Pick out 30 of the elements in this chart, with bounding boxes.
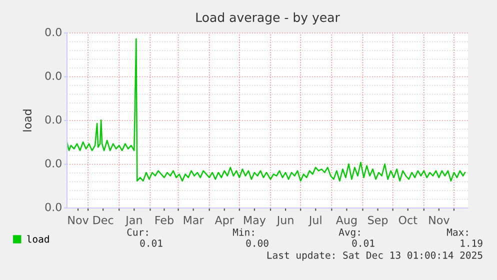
x-tick-label: Jan <box>125 216 142 226</box>
x-tick-label: Sep <box>368 216 388 226</box>
text: 0.0 <box>45 202 62 212</box>
text: 0.0 <box>45 28 62 36</box>
x-tick-label: Mar <box>184 216 204 224</box>
x-tick-label: Aug <box>336 216 357 226</box>
chart-title: Load average - by year <box>196 12 340 24</box>
x-tick-label: Feb <box>156 216 174 224</box>
text: 0.0 <box>45 115 62 124</box>
x-tick-label: Dec <box>93 216 114 224</box>
x-tick-label: Apr <box>214 216 234 226</box>
text: 0.01 <box>140 239 162 247</box>
x-tick-label: Jun <box>276 216 294 226</box>
text: Cur: <box>127 228 148 236</box>
x-tick-label: Oct <box>398 216 418 224</box>
text: Avg: <box>338 228 360 238</box>
x-tick-label: Nov <box>429 216 450 224</box>
x-tick-label: Nov <box>68 216 89 224</box>
text: 0.01 <box>352 239 374 247</box>
legend-label: load <box>27 235 49 243</box>
text: 1.19 <box>460 239 482 247</box>
x-tick-label: Jul <box>308 216 322 226</box>
y-axis-title: load <box>22 110 32 132</box>
text: Min: <box>232 228 254 236</box>
text: Max: <box>446 228 468 236</box>
x-tick-label: May <box>244 216 266 226</box>
text: 0.0 <box>45 72 62 80</box>
text: 0.0 <box>45 159 62 168</box>
text: 0.00 <box>246 239 268 247</box>
text: Last update: Sat Dec 13 01:00:14 2025 <box>267 251 482 261</box>
